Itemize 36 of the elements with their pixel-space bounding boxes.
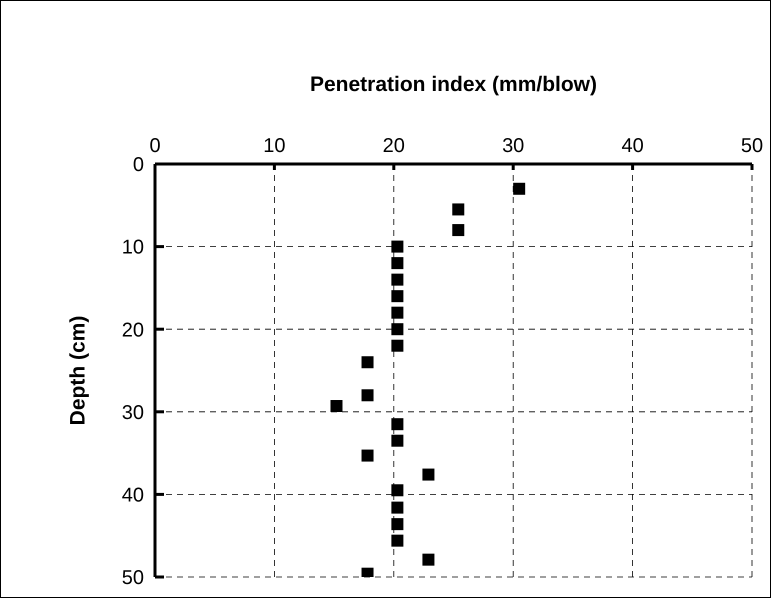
point	[452, 224, 464, 236]
y-tick-label: 0	[132, 154, 144, 176]
y-tick-label: 40	[122, 484, 144, 506]
x-tick-label: 10	[263, 135, 286, 157]
x-tick-label: 30	[502, 135, 524, 157]
point	[330, 400, 342, 412]
point	[391, 257, 404, 270]
y-tick-label: 30	[122, 402, 144, 424]
point	[391, 534, 404, 547]
y-tick-label: 10	[122, 236, 144, 259]
point	[391, 274, 404, 286]
y-tick-label: 50	[122, 567, 144, 590]
point	[422, 468, 434, 481]
point	[362, 450, 374, 462]
point	[452, 203, 464, 216]
x-tick-label: 20	[382, 135, 405, 157]
point	[391, 484, 404, 496]
point	[513, 182, 526, 195]
point	[391, 502, 404, 514]
point	[391, 434, 404, 447]
x-tick-label: 50	[740, 135, 764, 157]
point	[362, 389, 374, 402]
point	[391, 418, 404, 430]
x-tick-label: 0	[149, 135, 161, 157]
point	[391, 290, 404, 302]
y-axis-title: Depth (cm)	[66, 316, 90, 426]
point	[362, 356, 374, 368]
point	[391, 240, 404, 253]
x-axis-title: Penetration index (mm/blow)	[310, 72, 598, 96]
y-tick-label: 20	[122, 319, 144, 342]
x-tick-label: 40	[621, 135, 644, 157]
point	[422, 554, 434, 566]
point	[391, 518, 404, 530]
point	[391, 340, 404, 352]
point	[391, 323, 404, 336]
point	[391, 306, 404, 319]
